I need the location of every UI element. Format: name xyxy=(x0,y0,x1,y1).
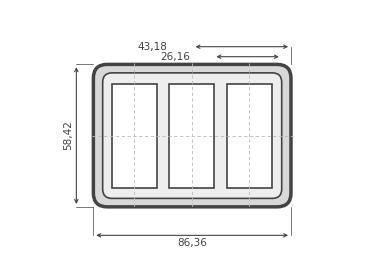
Bar xyxy=(170,84,214,188)
Text: 58,42: 58,42 xyxy=(64,120,74,150)
Bar xyxy=(112,84,157,188)
Text: 86,36: 86,36 xyxy=(178,238,207,248)
FancyBboxPatch shape xyxy=(103,73,282,198)
Text: 43,18: 43,18 xyxy=(137,42,167,52)
FancyBboxPatch shape xyxy=(93,64,291,207)
Bar xyxy=(226,84,272,188)
Text: 26,16: 26,16 xyxy=(160,52,190,62)
